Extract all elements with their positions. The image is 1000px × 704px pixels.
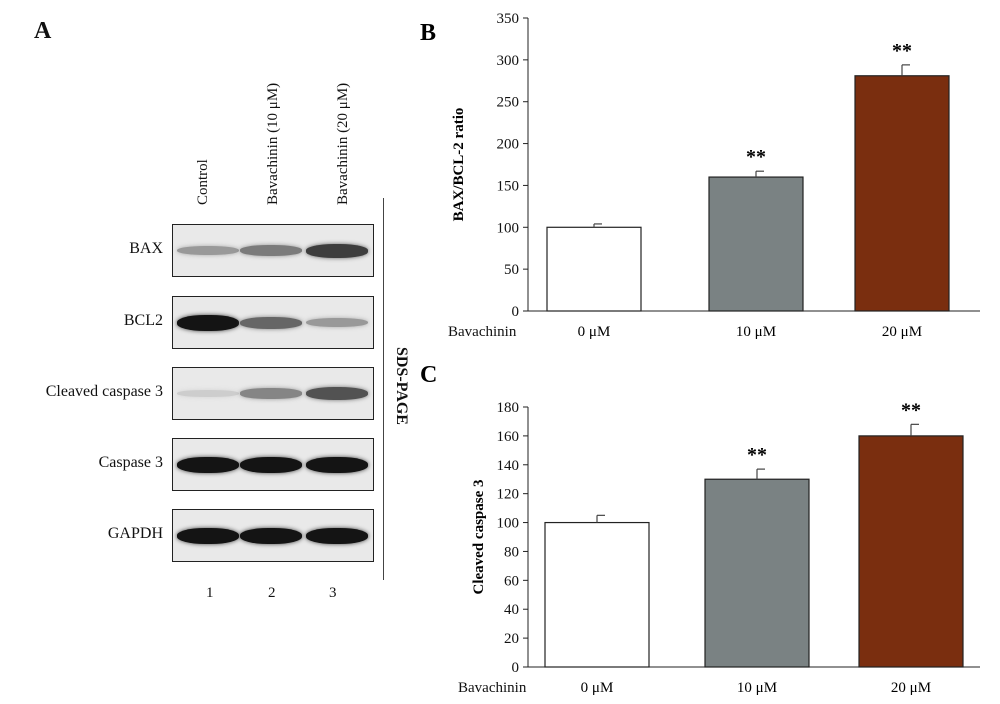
blot-strip (172, 438, 374, 491)
category-label: 0 μM (578, 324, 611, 340)
blot-band (240, 245, 302, 256)
bar (854, 75, 950, 312)
bar (544, 521, 650, 668)
blot-band (240, 527, 302, 544)
y-tick-label: 100 (497, 220, 520, 236)
significance-marker: ** (747, 444, 767, 466)
bar (546, 226, 642, 312)
blot-row-label: GAPDH (107, 524, 163, 542)
blot-row-label: Cleaved caspase 3 (45, 382, 163, 400)
blot-strip (172, 296, 374, 349)
blot-band (306, 243, 368, 258)
blot-band (306, 387, 368, 400)
significance-marker: ** (892, 40, 912, 62)
blot-strip (172, 509, 374, 562)
category-label: 0 μM (581, 680, 614, 696)
y-tick-label: 60 (504, 573, 519, 589)
blot-band (177, 245, 239, 256)
sds-page-divider (383, 198, 384, 580)
lane-number-3: 3 (329, 585, 337, 601)
significance-marker: ** (901, 399, 921, 421)
blot-strip (172, 367, 374, 420)
y-tick-label: 140 (497, 458, 520, 474)
blot-band (306, 317, 368, 328)
panel-b-letter: B (420, 20, 436, 46)
y-tick-label: 300 (497, 53, 520, 69)
blot-band (240, 388, 302, 399)
blot-row-label: Caspase 3 (98, 453, 163, 471)
y-axis-label: Cleaved caspase 3 (471, 480, 487, 595)
blot-row-label: BAX (129, 239, 163, 257)
y-tick-label: 200 (497, 137, 520, 153)
bar (704, 478, 810, 668)
blot-band (177, 390, 239, 397)
y-tick-label: 40 (504, 602, 519, 618)
blot-band (240, 316, 302, 329)
category-label: 20 μM (882, 324, 922, 340)
y-axis-label: BAX/BCL-2 ratio (451, 108, 467, 222)
y-tick-label: 50 (504, 262, 519, 278)
blot-band (177, 527, 239, 544)
y-tick-label: 0 (512, 660, 520, 676)
y-tick-label: 20 (504, 631, 519, 647)
bar (858, 435, 964, 668)
category-label: 10 μM (736, 324, 776, 340)
chart-b-plot: 0 50 100 150 200 250 300 350 BAX/BCL-2 ratio Bava… (448, 11, 980, 340)
blot-band (177, 456, 239, 473)
blot-strip (172, 224, 374, 277)
y-tick-label: 100 (497, 516, 520, 532)
blot-row-label: BCL2 (123, 311, 163, 329)
panel-a-letter: A (34, 18, 52, 44)
bar (708, 176, 804, 312)
y-tick-label: 250 (497, 95, 520, 111)
y-tick-label: 0 (512, 304, 520, 320)
lane-number-2: 2 (268, 585, 276, 601)
category-axis-label: Bavachinin (458, 680, 527, 696)
y-tick-label: 150 (497, 178, 520, 194)
category-label: 10 μM (737, 680, 777, 696)
lane-number-1: 1 (206, 585, 214, 601)
category-label: 20 μM (891, 680, 931, 696)
blot-band (306, 456, 368, 473)
y-tick-label: 350 (497, 11, 520, 27)
chart-c-plot: 0 20 40 60 80 100 120 140 160 180 Cleaved caspase … (458, 399, 980, 696)
y-tick-label: 180 (497, 400, 520, 416)
category-axis-label: Bavachinin (448, 324, 517, 340)
y-tick-label: 80 (504, 544, 519, 560)
significance-marker: ** (746, 146, 766, 168)
blot-band (240, 456, 302, 473)
panel-c-letter: C (420, 362, 437, 388)
y-tick-label: 160 (497, 429, 520, 445)
y-tick-label: 120 (497, 487, 520, 503)
blot-band (177, 314, 239, 331)
blot-band (306, 527, 368, 544)
